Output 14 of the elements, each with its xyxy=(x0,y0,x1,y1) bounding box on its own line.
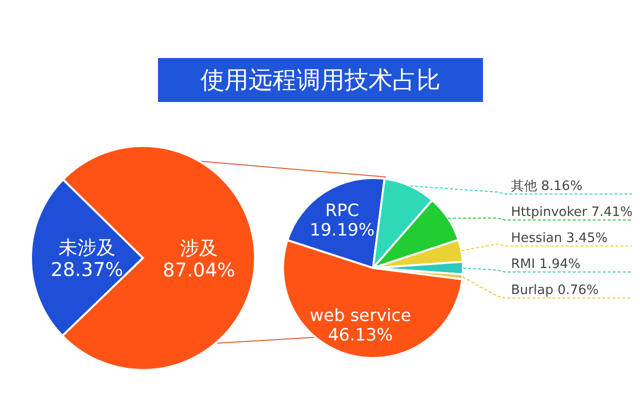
slice-label: RPC xyxy=(325,200,360,221)
slice-label: Httpinvoker 7.41% xyxy=(511,205,633,220)
slice-label: 涉及 xyxy=(180,237,218,260)
text: 使用远程调用技术占比 xyxy=(158,58,483,102)
slice-label: RMI 1.94% xyxy=(511,257,581,272)
slice-label: Burlap 0.76% xyxy=(511,283,599,298)
slice-label: web service xyxy=(310,306,412,326)
slice-label: Hessian 3.45% xyxy=(511,231,608,246)
data-label: 46.13% xyxy=(328,325,393,346)
slice-label: 其他 8.16% xyxy=(511,179,582,194)
data-label: 87.04% xyxy=(162,259,236,282)
slice-label: 未涉及 xyxy=(58,236,116,259)
data-label: 19.19% xyxy=(310,220,375,240)
data-label: 28.37% xyxy=(50,258,124,281)
